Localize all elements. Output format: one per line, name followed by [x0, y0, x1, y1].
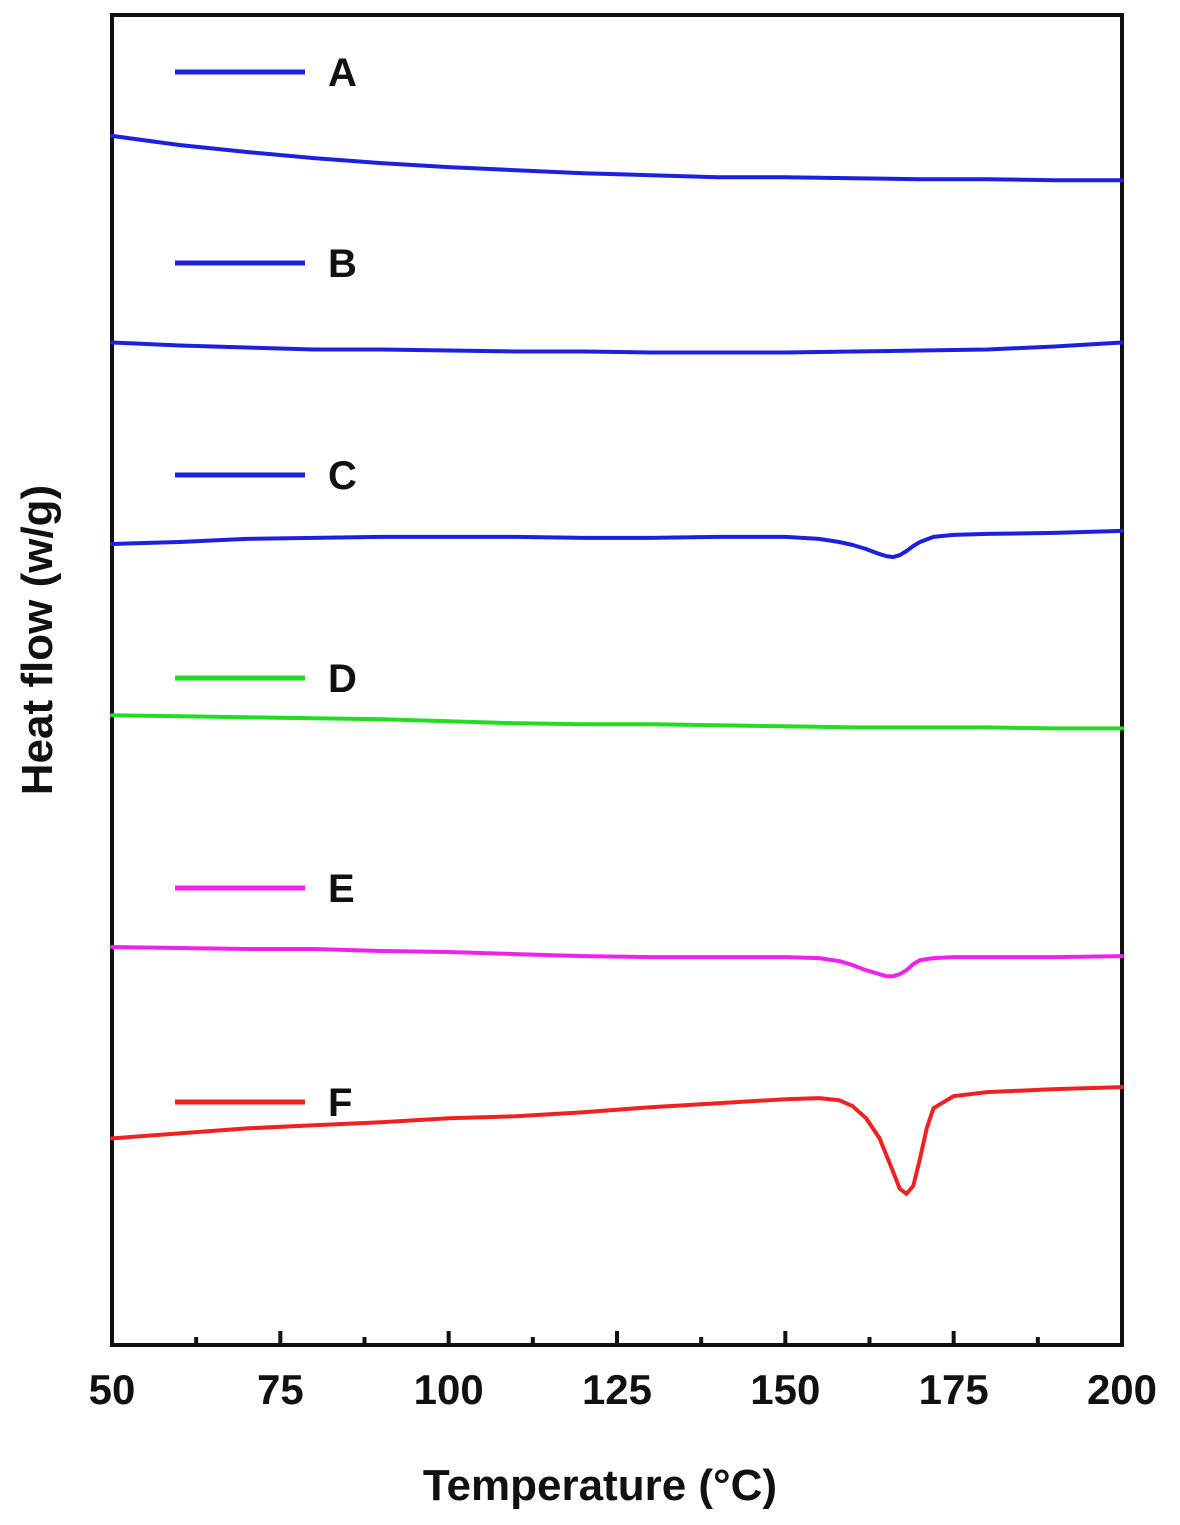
series-line-e	[110, 945, 1124, 979]
legend-label-b: B	[328, 242, 357, 286]
legend-label-e: E	[328, 867, 355, 911]
x-tick-label: 200	[1087, 1366, 1157, 1413]
x-tick-label: 125	[582, 1366, 652, 1413]
legend: A B C D E F	[175, 51, 357, 1125]
series-line-f	[110, 1085, 1124, 1196]
series-layer	[110, 133, 1124, 1196]
x-tick-label: 175	[919, 1366, 989, 1413]
legend-label-c: C	[328, 454, 357, 498]
series-line-c	[110, 528, 1124, 560]
x-axis-ticks: 50 75 100 125 150 175 200	[89, 1331, 1157, 1413]
x-tick-label: 100	[414, 1366, 484, 1413]
x-tick-label: 150	[750, 1366, 820, 1413]
x-axis-title: Temperature (°C)	[423, 1461, 777, 1510]
x-tick-label: 50	[89, 1366, 136, 1413]
series-line-b	[110, 340, 1124, 355]
y-axis-title: Heat flow (w/g)	[13, 485, 62, 795]
series-line-a	[110, 133, 1124, 183]
legend-label-f: F	[328, 1081, 352, 1125]
legend-label-d: D	[328, 657, 357, 701]
x-tick-label: 75	[257, 1366, 304, 1413]
legend-label-a: A	[328, 51, 357, 95]
series-line-d	[110, 713, 1124, 731]
